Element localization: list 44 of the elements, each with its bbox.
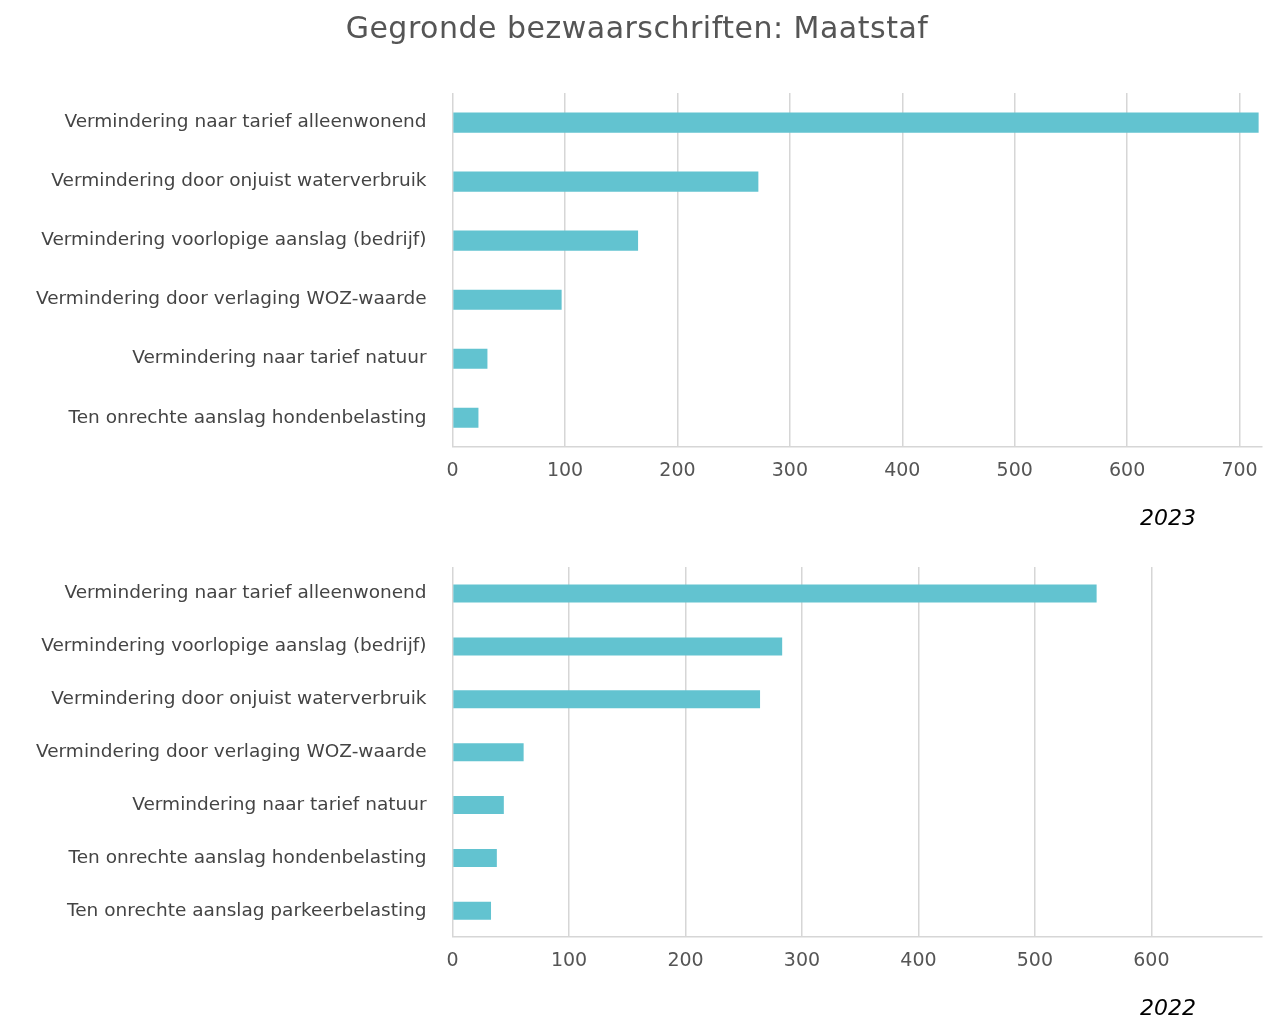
bar	[453, 171, 759, 192]
x-tick-label: 500	[996, 457, 1033, 480]
x-tick-label: 500	[1016, 947, 1054, 970]
bar	[453, 796, 504, 815]
bar	[453, 848, 497, 867]
y-tick-label: Vermindering door onjuist waterverbruik	[51, 687, 427, 709]
y-tick-label: Ten onrechte aanslag hondenbelasting	[67, 405, 427, 427]
x-tick-label: 600	[1108, 457, 1146, 480]
x-tick-label: 200	[659, 457, 696, 480]
x-tick-label: 700	[1221, 457, 1258, 480]
y-tick-label: Vermindering voorlopige aanslag (bedrijf)	[41, 634, 427, 656]
y-tick-label: Ten onrechte aanslag hondenbelasting	[67, 845, 427, 867]
bar	[453, 289, 562, 310]
bar	[453, 584, 1097, 603]
bar	[453, 743, 524, 762]
bar	[453, 637, 783, 656]
y-tick-label: Vermindering naar tarief alleenwonend	[64, 110, 427, 132]
x-tick-label: 400	[900, 947, 937, 970]
y-tick-label: Vermindering voorlopige aanslag (bedrijf)	[41, 228, 427, 250]
x-tick-label: 400	[884, 457, 921, 480]
bar	[453, 690, 761, 709]
x-tick-label: 0	[446, 457, 459, 480]
y-tick-label: Vermindering door verlaging WOZ-waarde	[35, 739, 427, 761]
y-tick-label: Vermindering door verlaging WOZ-waarde	[35, 287, 427, 309]
text: 2023	[1140, 505, 1196, 530]
y-tick-label: Ten onrechte aanslag parkeerbelasting	[66, 898, 427, 920]
bar	[453, 112, 1259, 133]
x-tick-label: 600	[1133, 947, 1170, 970]
x-tick-label: 100	[550, 947, 588, 970]
y-tick-label: Vermindering naar tarief natuur	[132, 346, 427, 368]
x-tick-label: 200	[667, 947, 704, 970]
x-tick-label: 100	[546, 457, 584, 480]
bar	[453, 230, 639, 251]
x-tick-label: 300	[771, 457, 808, 480]
x-tick-label: 0	[446, 947, 459, 970]
bar	[453, 901, 492, 920]
text: 2022	[1140, 995, 1196, 1020]
y-tick-label: Vermindering naar tarief natuur	[132, 792, 427, 814]
chart-title: Gegronde bezwaarschriften: Maatstaf	[344, 9, 930, 47]
bar	[453, 407, 479, 428]
y-tick-label: Vermindering naar tarief alleenwonend	[64, 581, 427, 603]
y-tick-label: Vermindering door onjuist waterverbruik	[51, 169, 427, 191]
x-tick-label: 300	[783, 947, 821, 970]
bar	[453, 348, 488, 369]
